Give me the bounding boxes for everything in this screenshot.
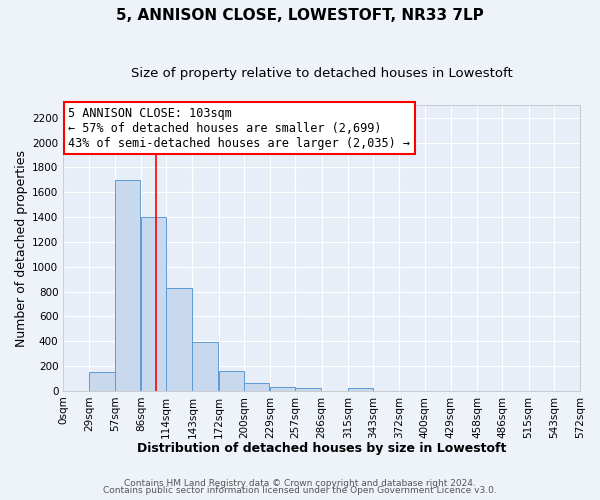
Title: Size of property relative to detached houses in Lowestoft: Size of property relative to detached ho… <box>131 68 512 80</box>
Bar <box>193 342 218 391</box>
Bar <box>115 180 140 391</box>
Bar <box>295 388 321 391</box>
Text: 5, ANNISON CLOSE, LOWESTOFT, NR33 7LP: 5, ANNISON CLOSE, LOWESTOFT, NR33 7LP <box>116 8 484 22</box>
Text: 5 ANNISON CLOSE: 103sqm
← 57% of detached houses are smaller (2,699)
43% of semi: 5 ANNISON CLOSE: 103sqm ← 57% of detache… <box>68 106 410 150</box>
X-axis label: Distribution of detached houses by size in Lowestoft: Distribution of detached houses by size … <box>137 442 506 455</box>
Bar <box>270 387 295 391</box>
Bar <box>166 288 191 391</box>
Text: Contains public sector information licensed under the Open Government Licence v3: Contains public sector information licen… <box>103 486 497 495</box>
Bar <box>218 371 244 391</box>
Bar <box>244 383 269 391</box>
Y-axis label: Number of detached properties: Number of detached properties <box>15 150 28 346</box>
Bar <box>348 388 373 391</box>
Bar <box>141 217 166 391</box>
Text: Contains HM Land Registry data © Crown copyright and database right 2024.: Contains HM Land Registry data © Crown c… <box>124 478 476 488</box>
Bar <box>89 372 115 391</box>
